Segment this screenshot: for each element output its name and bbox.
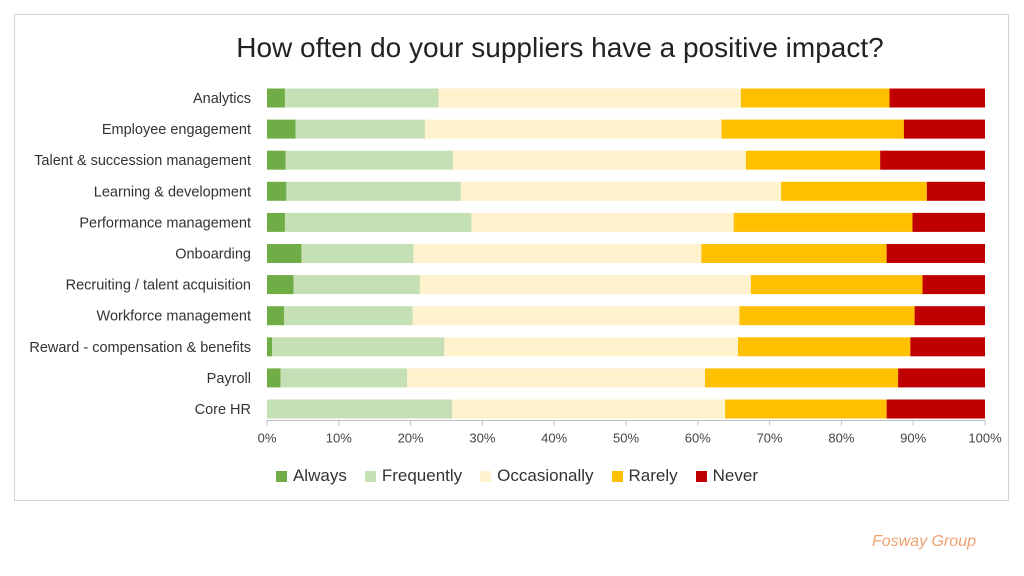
legend-item: Frequently bbox=[364, 466, 463, 486]
bar-segment bbox=[471, 212, 734, 232]
bar-segment bbox=[267, 212, 285, 232]
bar-segment bbox=[285, 150, 453, 170]
bar-segment bbox=[286, 181, 461, 201]
x-tick-label: 90% bbox=[900, 431, 926, 446]
x-tick-label: 50% bbox=[613, 431, 639, 446]
x-tick-label: 20% bbox=[398, 431, 424, 446]
bar-segment bbox=[267, 88, 285, 108]
bar-segment bbox=[424, 119, 722, 139]
category-label: Talent & succession management bbox=[34, 153, 251, 169]
category-label: Workforce management bbox=[97, 309, 251, 325]
bar-segment bbox=[267, 368, 281, 388]
category-label: Employee engagement bbox=[102, 122, 251, 138]
bar-segment bbox=[280, 368, 408, 388]
bar-segment bbox=[295, 119, 425, 139]
bar-segment bbox=[460, 181, 782, 201]
bar-segment bbox=[912, 212, 985, 232]
bar-segment bbox=[284, 212, 472, 232]
x-tick-label: 60% bbox=[685, 431, 711, 446]
category-label: Recruiting / talent acquisition bbox=[66, 278, 251, 294]
bar-segment bbox=[898, 368, 985, 388]
bar-segment bbox=[438, 88, 741, 108]
bar-segment bbox=[889, 88, 985, 108]
bar-segment bbox=[750, 275, 923, 295]
category-label: Core HR bbox=[195, 402, 251, 418]
bar-segment bbox=[922, 275, 985, 295]
legend-swatch bbox=[695, 470, 707, 482]
legend-label: Always bbox=[292, 466, 347, 485]
bar-segment bbox=[293, 275, 420, 295]
bar-segment bbox=[267, 244, 302, 263]
legend-item: Never bbox=[695, 466, 759, 486]
bar-segment bbox=[267, 275, 294, 295]
category-label: Reward - compensation & benefits bbox=[29, 340, 251, 356]
legend-swatch bbox=[275, 470, 287, 482]
bar-segment bbox=[301, 244, 414, 263]
bar-segment bbox=[738, 337, 911, 357]
bar-segment bbox=[419, 275, 751, 295]
bar-segment bbox=[740, 88, 890, 108]
category-label: Onboarding bbox=[175, 247, 251, 263]
bar-segment bbox=[886, 399, 985, 419]
bar-segment bbox=[781, 181, 927, 201]
x-tick-label: 80% bbox=[828, 431, 854, 446]
bar-segment bbox=[407, 368, 705, 388]
legend-swatch bbox=[611, 470, 623, 482]
bar-segment bbox=[284, 88, 439, 108]
chart-legend: Always Frequently Occasionally Rarely Never bbox=[0, 466, 1024, 486]
bar-segment bbox=[914, 306, 985, 326]
legend-label: Frequently bbox=[381, 466, 463, 485]
bar-segment bbox=[444, 337, 739, 357]
x-tick-label: 30% bbox=[469, 431, 495, 446]
bar-segment bbox=[284, 306, 413, 326]
x-tick-label: 100% bbox=[968, 431, 1002, 446]
bar-segment bbox=[903, 119, 985, 139]
bar-segment bbox=[910, 337, 985, 357]
bar-segment bbox=[452, 150, 746, 170]
bar-segment bbox=[721, 119, 904, 139]
x-tick-label: 40% bbox=[541, 431, 567, 446]
legend-swatch bbox=[480, 470, 492, 482]
bar-segment bbox=[413, 244, 702, 263]
bar-segment bbox=[272, 337, 445, 357]
category-label: Analytics bbox=[193, 91, 251, 107]
bar-segment bbox=[267, 306, 285, 326]
bar-segment bbox=[886, 244, 985, 263]
legend-item: Rarely bbox=[611, 466, 678, 486]
bar-segment bbox=[745, 150, 881, 170]
bar-segment bbox=[267, 181, 287, 201]
category-label: Performance management bbox=[79, 215, 251, 231]
category-label: Learning & development bbox=[94, 184, 251, 200]
legend-item: Always bbox=[275, 466, 347, 486]
bar-segment bbox=[412, 306, 740, 326]
legend-label: Occasionally bbox=[497, 466, 594, 485]
x-tick-label: 0% bbox=[258, 431, 277, 446]
bar-segment bbox=[267, 150, 286, 170]
x-tick-label: 10% bbox=[326, 431, 352, 446]
bar-segment bbox=[733, 212, 913, 232]
legend-label: Rarely bbox=[628, 466, 678, 485]
bar-segment bbox=[267, 337, 273, 357]
chart-title: How often do your suppliers have a posit… bbox=[236, 32, 884, 63]
bar-segment bbox=[267, 399, 453, 419]
legend-label: Never bbox=[712, 466, 759, 485]
bar-segment bbox=[739, 306, 915, 326]
legend-swatch bbox=[364, 470, 376, 482]
source-label: Fosway Group bbox=[871, 533, 976, 550]
x-tick-label: 70% bbox=[757, 431, 783, 446]
bar-segment bbox=[926, 181, 985, 201]
bar-segment bbox=[267, 119, 296, 139]
bar-segment bbox=[880, 150, 985, 170]
bar-segment bbox=[452, 399, 726, 419]
category-label: Payroll bbox=[207, 371, 251, 387]
bar-segment bbox=[704, 368, 899, 388]
legend-item: Occasionally bbox=[480, 466, 594, 486]
bar-segment bbox=[701, 244, 887, 263]
bar-segment bbox=[725, 399, 887, 419]
